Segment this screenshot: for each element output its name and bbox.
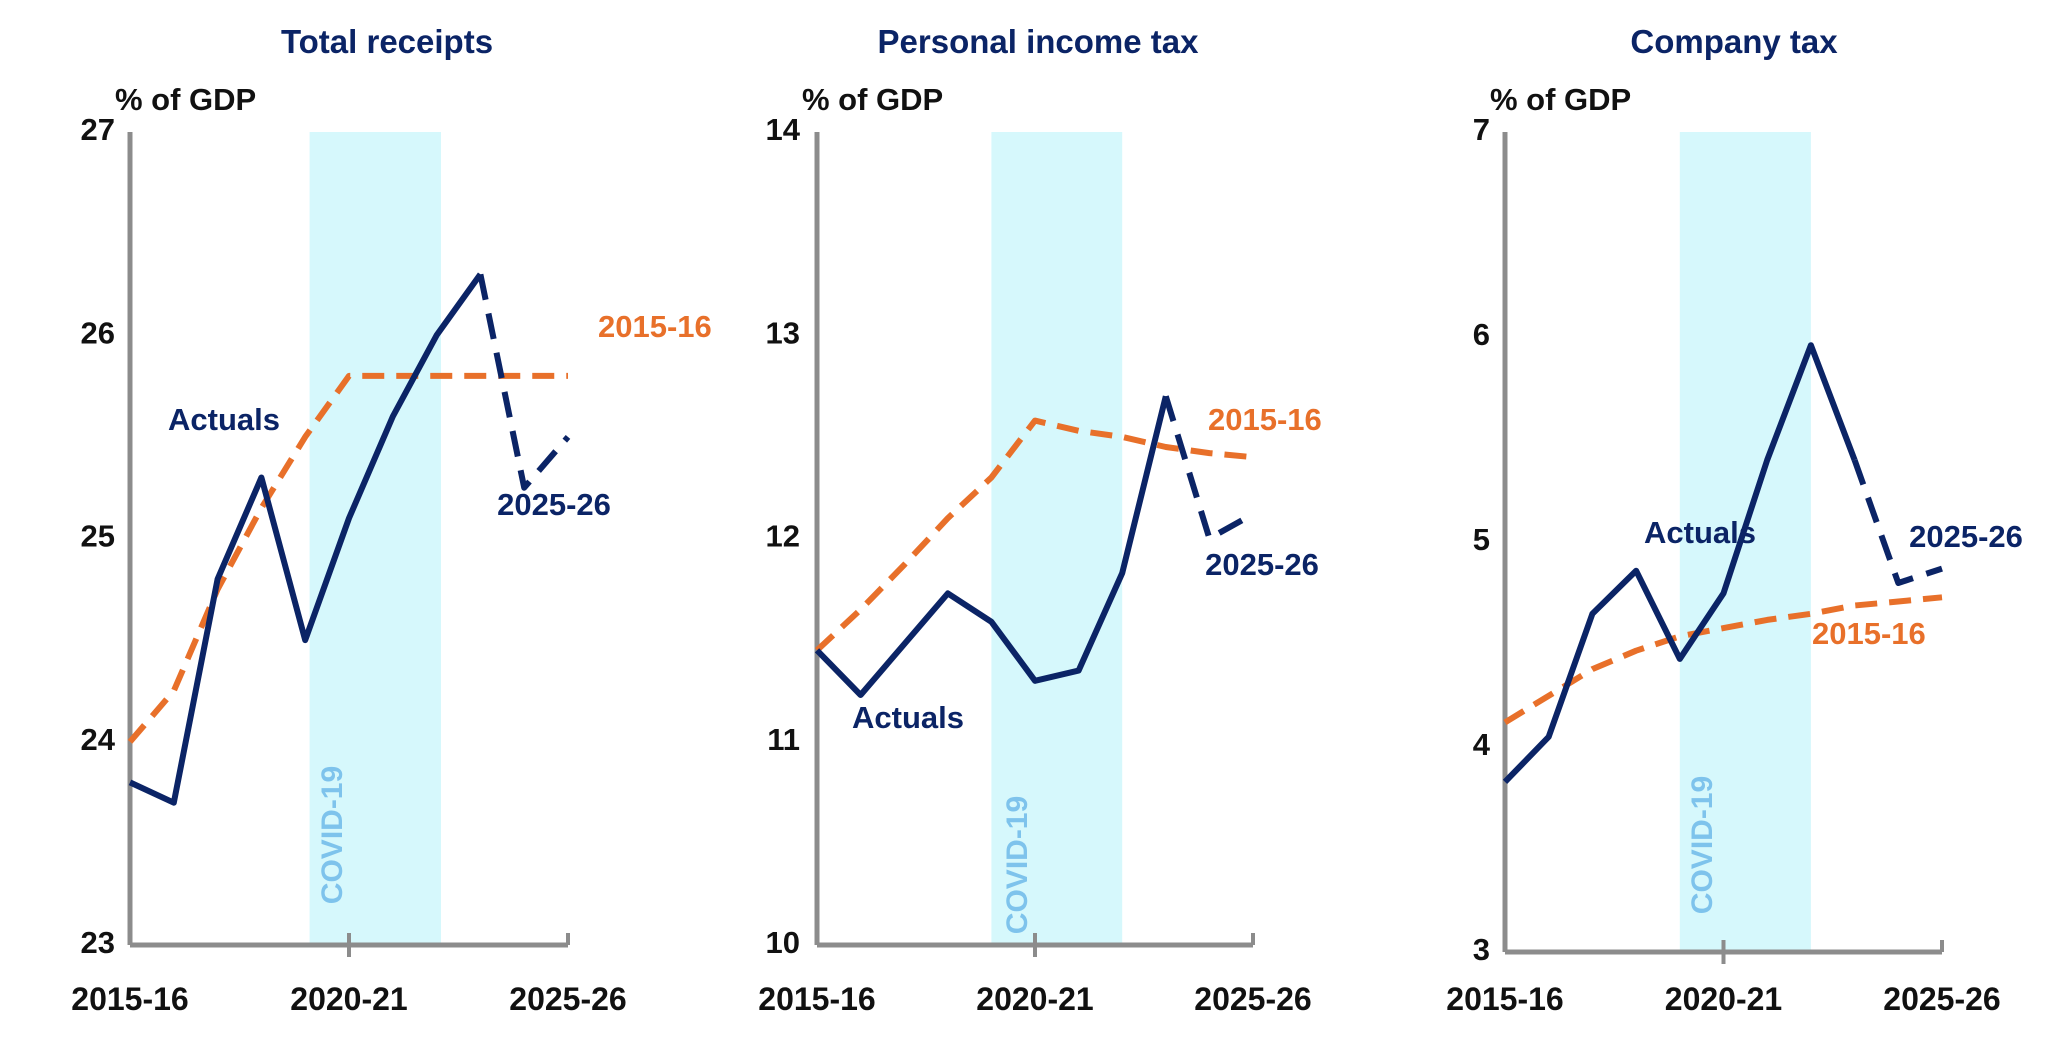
forecast-label: 2025-26 <box>497 487 611 522</box>
actuals-label: Actuals <box>852 700 964 735</box>
y-tick-label: 10 <box>766 925 800 960</box>
covid-band <box>1679 132 1811 952</box>
x-tick-label: 2015-16 <box>1446 981 1563 1017</box>
y-tick-label: 24 <box>81 722 116 757</box>
x-tick-label: 2020-21 <box>976 981 1093 1017</box>
forecast-label: 2025-26 <box>1205 547 1319 582</box>
y-tick-label: 14 <box>766 112 801 147</box>
y-tick-label: 11 <box>767 722 800 757</box>
chart-title: Total receipts <box>281 23 493 60</box>
y-axis-title: % of GDP <box>802 82 943 117</box>
actuals-line <box>814 395 1169 698</box>
actuals-line <box>1502 342 1858 784</box>
actuals-line <box>128 272 483 806</box>
chart-title: Company tax <box>1630 23 1838 60</box>
y-tick-label: 5 <box>1473 522 1490 557</box>
chart-panel-2: COVID-19 10 11 12 13 14 2015-16 2020-21 2025-26 P… <box>758 23 1322 1017</box>
chart-panel-1: COVID-19 23 24 25 26 27 2015-16 2020-21 2025-26 T… <box>71 23 712 1017</box>
x-tick-label: 2025-26 <box>1194 981 1311 1017</box>
covid-band <box>309 132 441 945</box>
y-axis-title: % of GDP <box>1490 82 1631 117</box>
chart-panel-3: COVID-19 3 4 5 6 7 2015-16 2020-21 2025-26 Compan… <box>1446 23 2023 1017</box>
y-tick-label: 27 <box>81 112 115 147</box>
x-tick-label: 2015-16 <box>71 981 188 1017</box>
y-tick-label: 4 <box>1473 727 1491 762</box>
x-tick-label: 2015-16 <box>758 981 875 1017</box>
y-tick-label: 7 <box>1473 112 1490 147</box>
covid-label: COVID-19 <box>316 766 349 904</box>
y-tick-label: 26 <box>81 315 115 350</box>
baseline-2015-16-line <box>1503 594 1943 725</box>
baseline-2015-16-line <box>814 417 1254 653</box>
y-tick-label: 25 <box>81 519 115 554</box>
forecast-2025-26-line <box>1162 395 1255 542</box>
x-tick-label: 2020-21 <box>290 981 407 1017</box>
forecast-2025-26-line <box>477 273 571 491</box>
actuals-label: Actuals <box>168 402 280 437</box>
y-tick-label: 12 <box>766 519 800 554</box>
y-tick-label: 3 <box>1473 932 1490 967</box>
covid-label: COVID-19 <box>1001 796 1034 934</box>
y-tick-label: 13 <box>766 315 800 350</box>
baseline-label: 2015-16 <box>598 309 712 344</box>
covid-label: COVID-19 <box>1686 776 1719 914</box>
chart-title: Personal income tax <box>878 23 1200 60</box>
forecast-label: 2025-26 <box>1909 519 2023 554</box>
x-tick-label: 2025-26 <box>509 981 626 1017</box>
baseline-label: 2015-16 <box>1812 616 1926 651</box>
covid-band <box>991 132 1123 945</box>
forecast-2025-26-line <box>1851 458 1943 586</box>
y-axis-title: % of GDP <box>115 82 256 117</box>
x-tick-label: 2020-21 <box>1665 981 1782 1017</box>
baseline-2015-16-line <box>127 372 568 744</box>
baseline-label: 2015-16 <box>1208 402 1322 437</box>
x-tick-label: 2025-26 <box>1883 981 2000 1017</box>
y-tick-label: 23 <box>81 925 115 960</box>
y-tick-label: 6 <box>1473 317 1490 352</box>
actuals-label: Actuals <box>1644 515 1756 550</box>
